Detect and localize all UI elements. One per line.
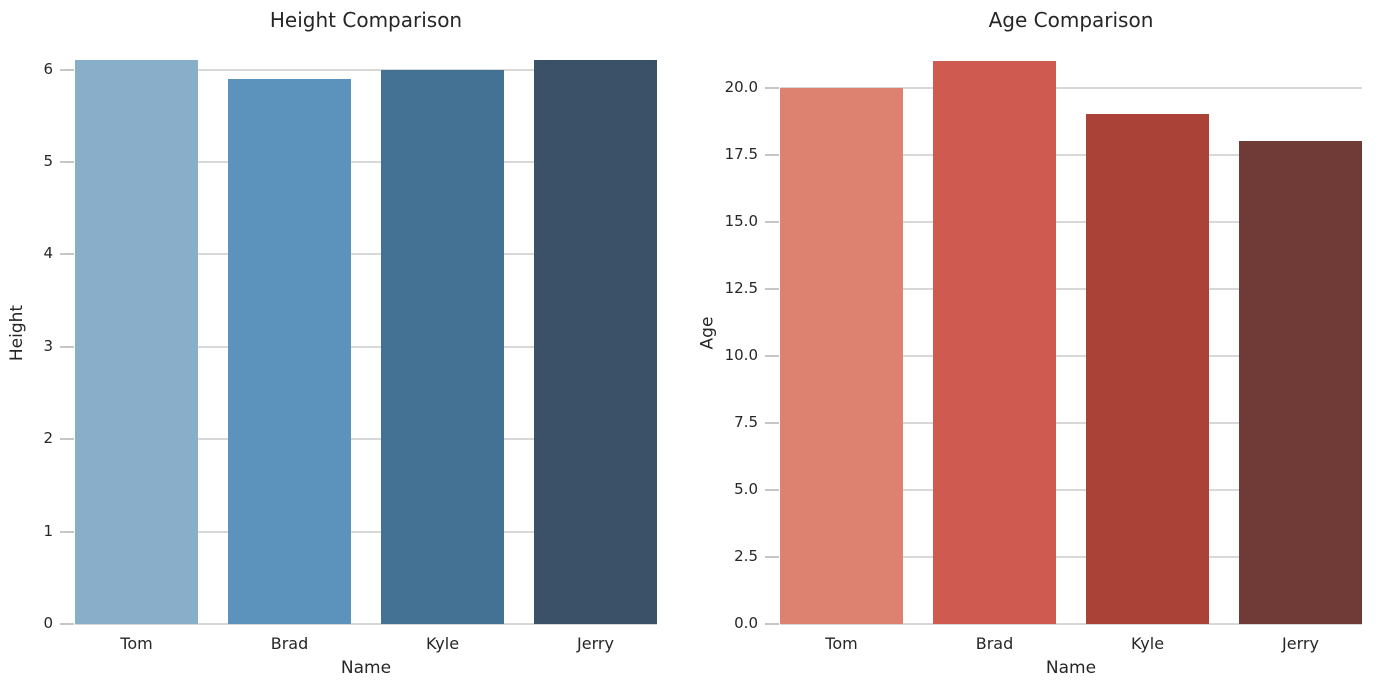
- y-tick-mark: [765, 287, 779, 290]
- y-tick-mark: [60, 623, 74, 625]
- y-tick-label: 12.5: [724, 278, 758, 297]
- y-tick-mark: [765, 153, 779, 156]
- gridline-y-5: [75, 161, 657, 164]
- y-tick-mark: [765, 623, 779, 625]
- gridline-y-15.0: [780, 220, 1362, 223]
- bar-kyle: [381, 69, 504, 624]
- gridline-y-7.5: [780, 421, 1362, 424]
- gridline-y-3: [75, 345, 657, 348]
- bar-brad: [228, 78, 351, 624]
- y-tick-mark: [60, 68, 74, 71]
- gridline-y-2.5: [780, 555, 1362, 558]
- gridline-y-6: [75, 68, 657, 71]
- gridline-y-5.0: [780, 488, 1362, 491]
- y-tick-mark: [60, 161, 74, 164]
- gridline-y-0.0: [780, 623, 1362, 625]
- x-axis-label: Name: [1045, 658, 1097, 678]
- x-tick-label-jerry: Jerry: [1282, 634, 1319, 653]
- y-tick-label: 5: [43, 152, 53, 171]
- y-tick-label: 1: [43, 521, 53, 540]
- bar-brad: [933, 60, 1056, 624]
- x-axis-label: Name: [340, 658, 392, 678]
- plot-area: 0.0 2.5 5.0 7.5 10.0 12.5 15.0 17.5 20.0 Tom Brad K…: [725, 42, 1362, 653]
- gridline-y-12.5: [780, 287, 1362, 290]
- plot-area: 0 1 2 3 4 5 6 Tom Brad Kyle Jerry: [43, 42, 657, 653]
- y-tick-label: 5.0: [734, 479, 758, 498]
- y-tick-label: 15.0: [724, 211, 758, 230]
- y-tick-label: 2.5: [734, 546, 758, 565]
- chart-title: Age Comparison: [988, 8, 1154, 32]
- y-tick-label: 20.0: [724, 77, 758, 96]
- y-tick-mark: [765, 354, 779, 357]
- x-tick-label-jerry: Jerry: [577, 634, 614, 653]
- y-tick-mark: [60, 530, 74, 533]
- gridline-y-17.5: [780, 153, 1362, 156]
- y-tick-mark: [60, 438, 74, 441]
- x-tick-label-tom: Tom: [825, 634, 858, 653]
- y-axis-label: Age: [697, 316, 718, 350]
- y-tick-label: 10.0: [724, 345, 758, 364]
- x-tick-label-tom: Tom: [120, 634, 153, 653]
- gridline-y-4: [75, 253, 657, 256]
- y-tick-mark: [765, 555, 779, 558]
- y-tick-mark: [60, 345, 74, 348]
- y-tick-mark: [765, 488, 779, 491]
- bar-kyle: [1086, 114, 1209, 624]
- y-tick-mark: [765, 86, 779, 89]
- y-tick-label: 6: [43, 59, 53, 78]
- x-tick-label-brad: Brad: [975, 634, 1014, 653]
- height-comparison-chart: Height Comparison Height 0 1 2 3 4 5 6 Tom Brad K…: [0, 0, 694, 690]
- y-tick-label: 0: [43, 614, 53, 632]
- age-comparison-chart: Age Comparison Age 0.0 2.5 5.0 7.5 10.0 12.5 1…: [694, 0, 1388, 690]
- y-tick-mark: [60, 253, 74, 256]
- y-tick-label: 0.0: [734, 614, 758, 632]
- gridline-y-0: [75, 623, 657, 625]
- bar-jerry: [1239, 141, 1362, 624]
- gridline-y-2: [75, 438, 657, 441]
- y-tick-label: 3: [43, 336, 53, 355]
- y-tick-label: 7.5: [734, 412, 758, 431]
- y-tick-label: 4: [43, 244, 53, 263]
- bar-tom: [75, 60, 198, 624]
- y-tick-label: 17.5: [724, 144, 758, 163]
- gridline-y-1: [75, 530, 657, 533]
- chart-title: Height Comparison: [269, 8, 463, 32]
- x-tick-label-kyle: Kyle: [1130, 634, 1165, 653]
- y-tick-mark: [765, 421, 779, 424]
- x-tick-label-brad: Brad: [270, 634, 309, 653]
- x-tick-label-kyle: Kyle: [425, 634, 460, 653]
- bar-jerry: [534, 60, 657, 624]
- gridline-y-20.0: [780, 86, 1362, 89]
- bar-tom: [780, 87, 903, 624]
- y-tick-label: 2: [43, 429, 53, 448]
- gridline-y-10.0: [780, 354, 1362, 357]
- y-tick-mark: [765, 220, 779, 223]
